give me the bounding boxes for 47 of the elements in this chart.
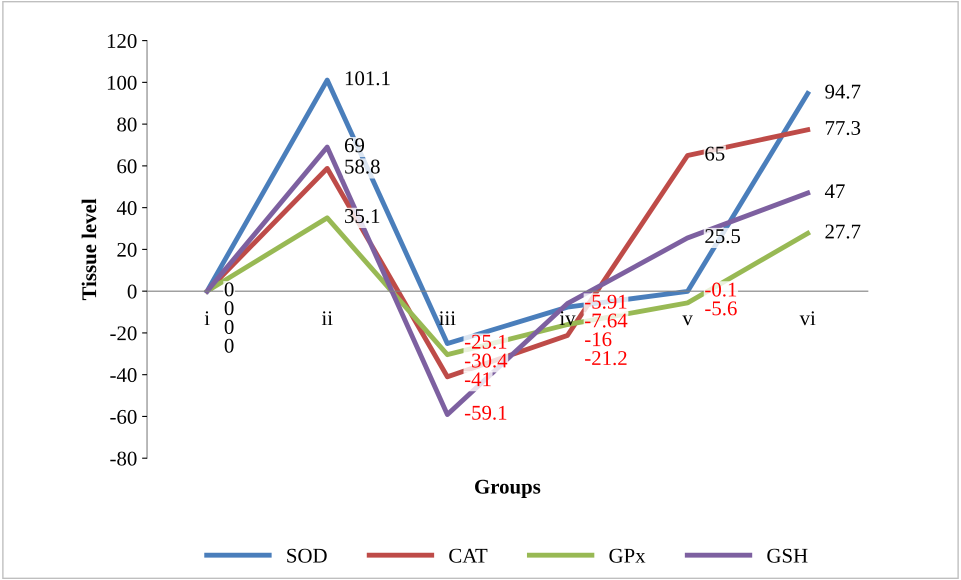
x-axis-title: Groups bbox=[475, 480, 540, 498]
y-tick-label: 20 bbox=[117, 242, 137, 257]
data-label: 0 bbox=[224, 338, 234, 353]
y-tick-label: -60 bbox=[110, 410, 137, 424]
y-tick-label: -20 bbox=[110, 326, 137, 340]
data-label: 0 bbox=[224, 282, 234, 296]
data-label: 101.1 bbox=[346, 71, 390, 86]
data-label: 0 bbox=[224, 301, 234, 316]
y-tick-label: 100 bbox=[108, 76, 137, 90]
data-label: 0 bbox=[224, 320, 234, 334]
data-label: -0.1 bbox=[705, 282, 736, 297]
data-label: -21.2 bbox=[585, 351, 627, 366]
legend-label: CAT bbox=[449, 548, 488, 563]
data-label: 47 bbox=[824, 184, 845, 198]
x-tick-label: i bbox=[204, 311, 210, 326]
data-label: -5.91 bbox=[585, 294, 626, 309]
data-label: 27.7 bbox=[825, 224, 860, 239]
data-label: 35.1 bbox=[345, 209, 380, 224]
data-label: 25.5 bbox=[705, 229, 740, 244]
y-tick-label: 60 bbox=[117, 159, 137, 174]
x-tick-label: ii bbox=[322, 311, 333, 326]
y-tick-label: -80 bbox=[110, 452, 137, 466]
data-label: 94.7 bbox=[825, 84, 860, 99]
legend-label: GSH bbox=[767, 548, 808, 563]
y-tick-label: 0 bbox=[128, 284, 137, 299]
data-label: 65 bbox=[705, 146, 724, 161]
y-tick-label: 40 bbox=[116, 201, 137, 216]
data-label: -5.6 bbox=[705, 301, 737, 316]
legend-label: GPx bbox=[609, 548, 646, 563]
x-tick-label: v bbox=[682, 315, 693, 326]
data-label: -7.64 bbox=[585, 314, 628, 328]
y-tick-label: 80 bbox=[117, 117, 137, 132]
data-label: -59.1 bbox=[464, 406, 506, 420]
data-label: -30.4 bbox=[464, 354, 508, 368]
y-tick-label: -40 bbox=[110, 368, 137, 382]
y-axis-title: Tissue level bbox=[82, 198, 96, 300]
legend-label: SOD bbox=[287, 548, 327, 563]
data-label: 58.8 bbox=[345, 160, 380, 174]
data-label: -25.1 bbox=[464, 334, 506, 349]
x-tick-label: vi bbox=[800, 311, 816, 326]
data-label: 69 bbox=[344, 138, 364, 152]
x-tick-label: iv bbox=[560, 311, 576, 326]
y-tick-label: 120 bbox=[108, 34, 137, 48]
data-label: -41 bbox=[464, 372, 491, 386]
data-label: -16 bbox=[585, 332, 612, 346]
x-tick-label: iii bbox=[439, 311, 456, 326]
data-label: 77.3 bbox=[826, 120, 860, 136]
